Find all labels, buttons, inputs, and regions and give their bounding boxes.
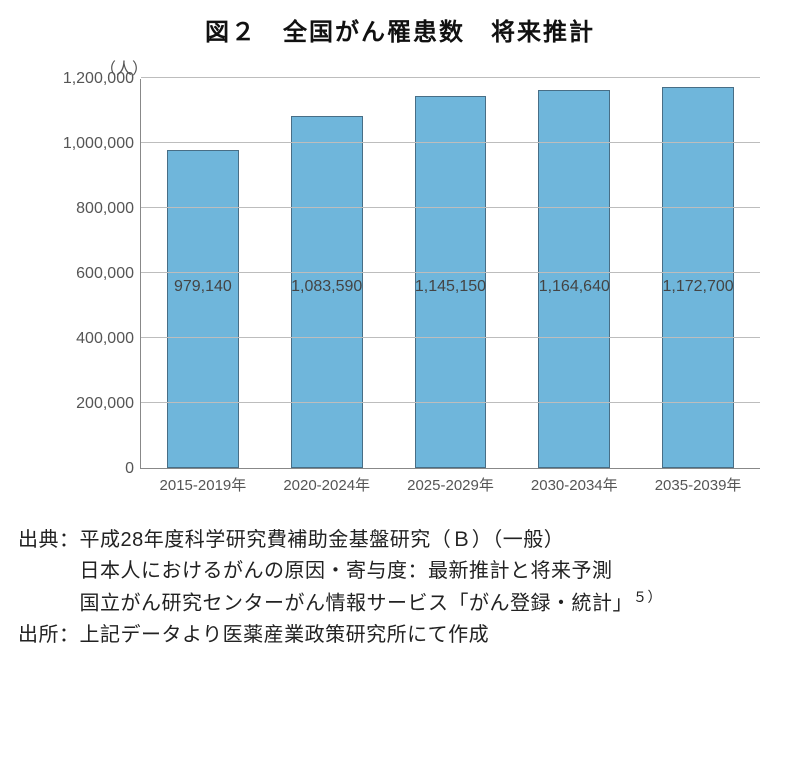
y-tick-label: 0	[24, 460, 134, 478]
bar-slot: 1,145,1502025-2029年	[389, 79, 513, 468]
gridline	[141, 207, 760, 208]
y-tick-label: 200,000	[24, 395, 134, 413]
bar-slot: 1,164,6402030-2034年	[512, 79, 636, 468]
gridline	[141, 402, 760, 403]
gridline	[141, 337, 760, 338]
gridline	[141, 77, 760, 78]
bars-container: 979,1402015-2019年1,083,5902020-2024年1,14…	[141, 79, 760, 468]
gridline	[141, 142, 760, 143]
y-tick-label: 600,000	[24, 265, 134, 283]
source-line-3: 国立がん研究センターがん情報サービス「がん登録・統計」５）	[80, 587, 783, 620]
y-tick-label: 800,000	[24, 200, 134, 218]
bar-slot: 1,172,7002035-2039年	[636, 79, 760, 468]
bar-value-label: 1,164,640	[539, 278, 610, 296]
bar-slot: 1,083,5902020-2024年	[265, 79, 389, 468]
chart-title: 図２ 全国がん罹患数 将来推計	[18, 12, 782, 47]
source-line-1: 平成28年度科学研究費補助金基盤研究（Ｂ）（一般）	[80, 525, 783, 556]
bar-value-label: 1,145,150	[415, 278, 486, 296]
bar	[167, 150, 239, 468]
x-tick-label: 2020-2024年	[283, 474, 370, 495]
creator-line: 上記データより医薬産業政策研究所にて作成	[80, 620, 783, 651]
source-line-2: 日本人におけるがんの原因・寄与度：最新推計と将来予測	[80, 556, 783, 587]
x-tick-label: 2030-2034年	[531, 474, 618, 495]
x-tick-label: 2035-2039年	[655, 474, 742, 495]
y-tick-label: 1,200,000	[24, 70, 134, 88]
x-tick-label: 2025-2029年	[407, 474, 494, 495]
source-label: 出典：	[18, 525, 80, 620]
y-tick-label: 1,000,000	[24, 135, 134, 153]
plot-area: 979,1402015-2019年1,083,5902020-2024年1,14…	[140, 79, 760, 469]
caption-block: 出典： 平成28年度科学研究費補助金基盤研究（Ｂ）（一般） 日本人におけるがんの…	[18, 525, 782, 651]
creator-label: 出所：	[18, 620, 80, 651]
gridline	[141, 272, 760, 273]
x-tick-label: 2015-2019年	[160, 474, 247, 495]
bar-value-label: 979,140	[174, 278, 232, 296]
chart-area: （人） 979,1402015-2019年1,083,5902020-2024年…	[20, 51, 780, 511]
bar-slot: 979,1402015-2019年	[141, 79, 265, 468]
bar-value-label: 1,172,700	[662, 278, 733, 296]
y-tick-label: 400,000	[24, 330, 134, 348]
bar-value-label: 1,083,590	[291, 278, 362, 296]
